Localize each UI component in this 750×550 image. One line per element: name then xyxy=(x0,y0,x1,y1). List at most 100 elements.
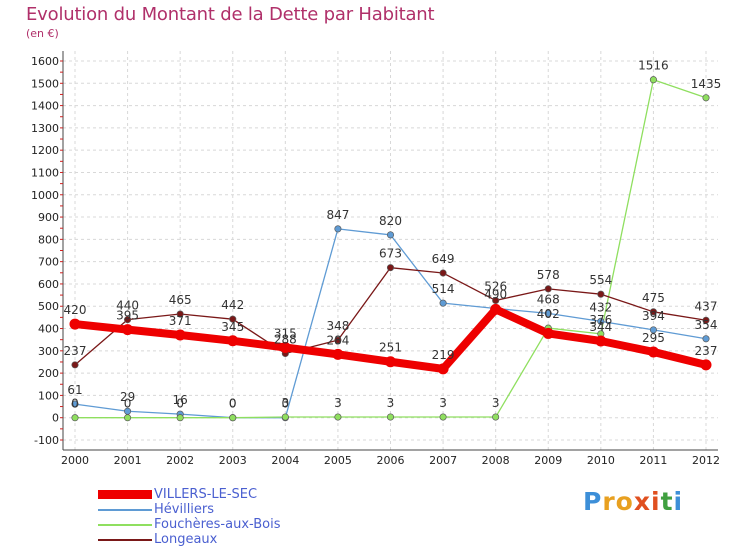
data-label: 376 xyxy=(589,313,612,327)
data-label: 490 xyxy=(484,287,507,301)
data-label: 29 xyxy=(120,390,135,404)
data-point xyxy=(386,231,395,239)
logo-letter: o xyxy=(615,487,634,516)
data-label: 437 xyxy=(695,299,718,313)
data-point xyxy=(229,414,237,422)
legend-label: Hévilliers xyxy=(154,502,215,517)
data-label: 3 xyxy=(334,396,342,410)
data-label: 526 xyxy=(484,279,507,293)
logo-letter: P xyxy=(583,487,603,516)
legend-swatch xyxy=(98,490,152,499)
y-tick-label: 600 xyxy=(38,278,59,291)
data-label: 402 xyxy=(537,307,560,321)
x-tick-label: 2002 xyxy=(166,454,194,467)
data-label: 3 xyxy=(387,396,395,410)
data-point xyxy=(334,336,342,344)
data-point xyxy=(332,348,344,360)
y-tick-label: 500 xyxy=(38,300,59,313)
data-label: 3 xyxy=(282,396,290,410)
logo-letter: i xyxy=(673,487,684,516)
data-label: 820 xyxy=(379,214,402,228)
x-tick-label: 2005 xyxy=(324,454,352,467)
data-point xyxy=(544,285,552,293)
data-point xyxy=(176,414,184,422)
legend-label: Longeaux xyxy=(154,532,218,547)
data-point xyxy=(439,269,447,277)
y-tick-label: 1000 xyxy=(31,189,59,202)
data-point xyxy=(334,413,342,421)
data-label: 284 xyxy=(326,333,349,347)
legend-label: VILLERS-LE-SEC xyxy=(154,487,258,502)
data-point xyxy=(124,316,132,324)
data-point xyxy=(700,359,712,371)
y-tick-label: 1600 xyxy=(31,55,59,68)
x-tick-label: 2004 xyxy=(271,454,299,467)
legend-swatch xyxy=(98,539,152,541)
data-point xyxy=(439,413,447,421)
data-label: 295 xyxy=(642,331,665,345)
data-point xyxy=(71,361,79,369)
data-label: 395 xyxy=(116,309,139,323)
data-point xyxy=(647,346,659,358)
data-label: 219 xyxy=(432,348,455,362)
y-tick-label: 1500 xyxy=(31,77,59,90)
data-point xyxy=(490,303,502,315)
legend-swatch xyxy=(98,509,152,511)
y-tick-label: 1100 xyxy=(31,166,59,179)
legend-swatch xyxy=(98,524,152,526)
chart-title: Evolution du Montant de la Dette par Hab… xyxy=(26,4,435,25)
logo-letter: i xyxy=(651,487,661,516)
y-tick-label: 1400 xyxy=(31,100,59,113)
data-point xyxy=(124,414,132,422)
data-label: 0 xyxy=(229,397,237,411)
y-tick-label: 800 xyxy=(38,233,59,246)
data-point xyxy=(279,341,291,353)
data-label: 3 xyxy=(492,396,500,410)
x-tick-label: 2009 xyxy=(534,454,562,467)
legend-label: Fouchères-aux-Bois xyxy=(154,517,281,532)
data-label: 0 xyxy=(71,397,79,411)
data-label: 288 xyxy=(274,332,297,346)
data-label: 344 xyxy=(589,320,612,334)
data-label: 394 xyxy=(642,309,665,323)
data-label: 0 xyxy=(124,397,132,411)
x-tick-label: 2001 xyxy=(114,454,142,467)
data-point xyxy=(702,316,710,324)
data-label: 354 xyxy=(695,318,718,332)
y-tick-label: 0 xyxy=(52,412,59,425)
y-tick-label: 200 xyxy=(38,367,59,380)
x-tick-label: 2008 xyxy=(482,454,510,467)
data-label: 465 xyxy=(169,293,192,307)
y-tick-label: 300 xyxy=(38,345,59,358)
data-label: 420 xyxy=(64,303,87,317)
data-point xyxy=(492,413,500,421)
x-tick-label: 2006 xyxy=(377,454,405,467)
y-tick-label: 400 xyxy=(38,323,59,336)
x-tick-label: 2012 xyxy=(692,454,720,467)
y-tick-label: 1200 xyxy=(31,144,59,157)
data-point xyxy=(334,225,342,233)
data-label: 3 xyxy=(439,396,447,410)
data-label: 847 xyxy=(326,208,349,222)
data-point xyxy=(229,315,237,323)
data-point xyxy=(702,335,710,343)
data-point xyxy=(176,310,184,318)
data-point xyxy=(71,414,79,422)
data-label: 315 xyxy=(274,326,297,340)
data-point xyxy=(227,335,239,347)
data-label: 237 xyxy=(695,344,718,358)
data-point xyxy=(439,299,447,307)
chart-subtitle: (en €) xyxy=(26,27,59,40)
x-tick-label: 2007 xyxy=(429,454,457,467)
data-point xyxy=(544,309,552,317)
data-point xyxy=(649,326,657,334)
logo-letter: r xyxy=(602,487,616,516)
data-label: 1435 xyxy=(691,77,722,91)
data-label: 649 xyxy=(432,252,455,266)
y-tick-label: 1300 xyxy=(31,122,59,135)
data-point xyxy=(542,327,554,339)
data-point xyxy=(437,363,449,375)
data-label: 578 xyxy=(537,268,560,282)
